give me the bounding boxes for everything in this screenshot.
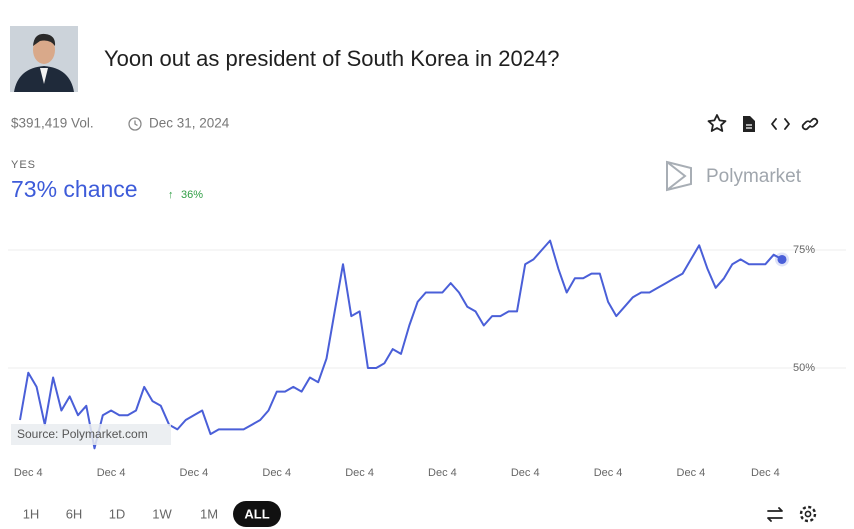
market-title: Yoon out as president of South Korea in …: [104, 46, 559, 71]
link-button[interactable]: [801, 117, 819, 131]
end-date: Dec 31, 2024: [149, 116, 230, 131]
clock-icon: [128, 117, 142, 131]
volume: $391,419 Vol.: [11, 116, 94, 131]
time-range-button[interactable]: 1D: [109, 506, 126, 521]
time-range-button[interactable]: 1H: [23, 506, 40, 521]
time-range-button[interactable]: 1W: [152, 506, 172, 521]
change: 36%: [181, 189, 203, 201]
brand-name: Polymarket: [706, 166, 802, 187]
brand-logo: [666, 160, 692, 192]
x-tick-label: Dec 4: [677, 467, 706, 479]
x-tick-label: Dec 4: [180, 467, 209, 479]
x-tick-label: Dec 4: [97, 467, 126, 479]
x-tick-label: Dec 4: [345, 467, 374, 479]
active-range-pill: [233, 501, 281, 527]
swap-button[interactable]: [767, 507, 783, 522]
x-tick-label: Dec 4: [751, 467, 780, 479]
last-point: [777, 254, 787, 264]
y-tick-label: 75%: [793, 244, 815, 256]
outcome-label: YES: [11, 159, 36, 171]
x-tick-label: Dec 4: [594, 467, 623, 479]
x-tick-label: Dec 4: [262, 467, 291, 479]
x-tick-label: Dec 4: [14, 467, 43, 479]
settings-button[interactable]: [799, 505, 817, 523]
document-button[interactable]: [743, 116, 755, 132]
x-tick-label: Dec 4: [511, 467, 540, 479]
embed-button[interactable]: [771, 118, 790, 130]
star-button[interactable]: [707, 114, 727, 132]
chart: 50% 75% Dec 4 Dec 4 Dec 4 Dec 4 Dec 4 Dec 4 Dec …: [8, 239, 846, 479]
market-image: [10, 26, 78, 92]
time-range-button[interactable]: 1M: [200, 506, 218, 521]
time-range-bar: 1H 6H 1D 1W 1M ALL: [23, 501, 281, 527]
price-line: [19, 239, 783, 450]
y-tick-label: 50%: [793, 362, 815, 374]
chance: 73% chance: [11, 176, 138, 202]
time-range-button[interactable]: 6H: [66, 506, 83, 521]
change-arrow: ↑: [168, 189, 174, 201]
source: Source: Polymarket.com: [17, 427, 148, 441]
x-tick-label: Dec 4: [428, 467, 457, 479]
source-badge: [11, 424, 171, 445]
time-range-button[interactable]: ALL: [244, 506, 269, 521]
